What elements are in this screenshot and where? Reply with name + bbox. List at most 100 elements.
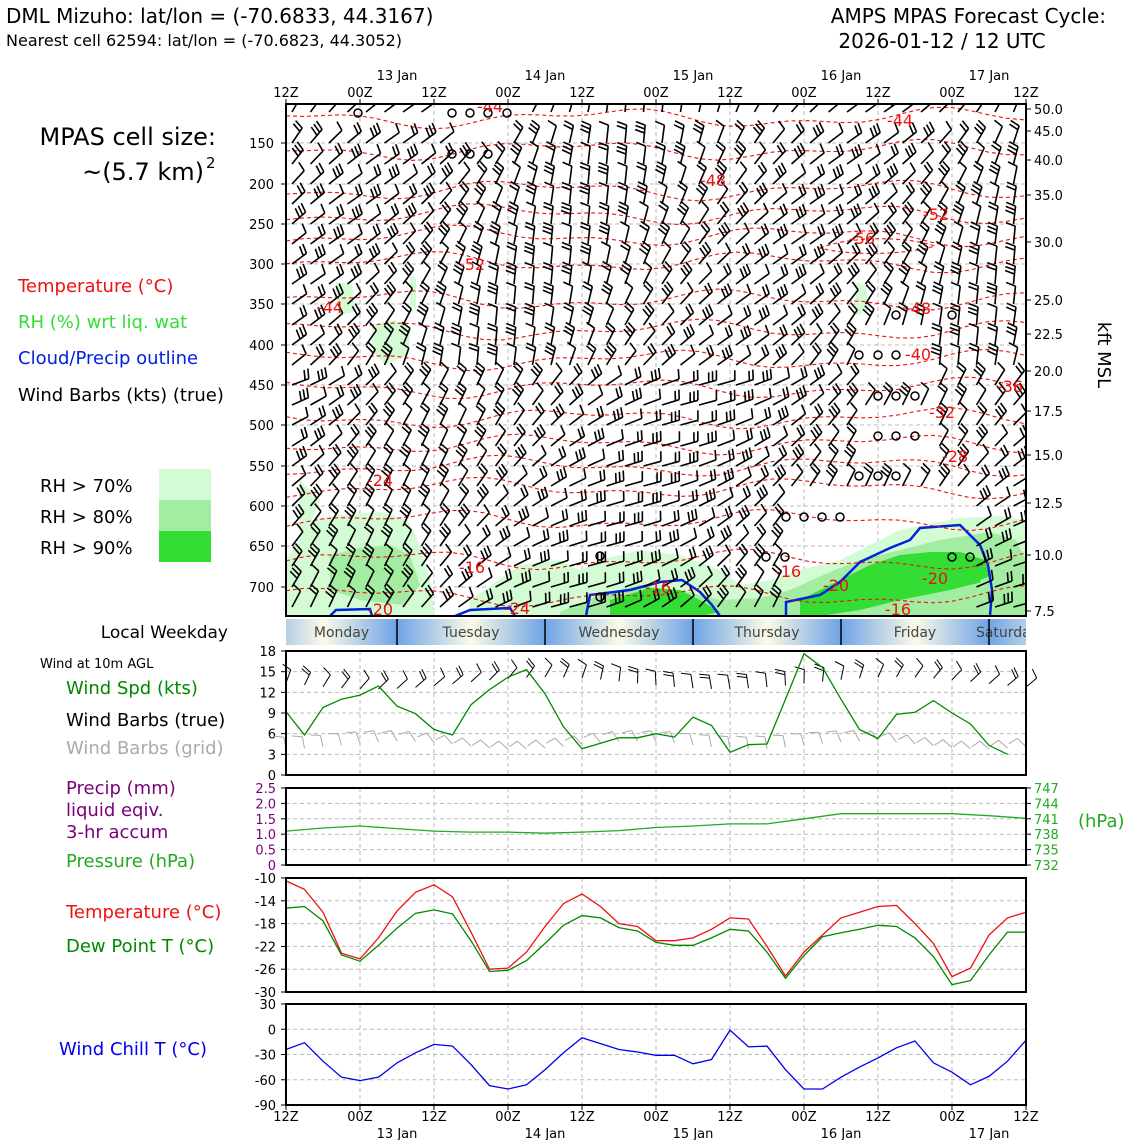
- wind-barb: [366, 123, 380, 143]
- wind-barb: [662, 390, 679, 405]
- wind-barb: [620, 261, 631, 284]
- barb-flag: [556, 407, 561, 416]
- wind-barb: [681, 509, 697, 526]
- barb-flag: [763, 287, 766, 296]
- barb-staff: [940, 430, 949, 446]
- wind-barb: [366, 364, 379, 385]
- wind-barb: [385, 383, 396, 405]
- wind-barb: [903, 92, 917, 112]
- wind-barb: [718, 409, 735, 425]
- barb-flag: [998, 362, 1005, 369]
- barb-flag: [305, 427, 308, 437]
- wind-barb: [995, 445, 1008, 466]
- wind-barb: [755, 284, 770, 304]
- barb-staff: [477, 188, 486, 204]
- barb-staff: [736, 169, 747, 184]
- barb-flag: [394, 223, 398, 232]
- barb-staff: [651, 731, 656, 742]
- barb-flag: [370, 248, 374, 257]
- barb-flag: [538, 491, 541, 501]
- barb-staff: [940, 130, 952, 143]
- barb-flag: [582, 121, 591, 125]
- wind-barb: [514, 444, 526, 466]
- barb-flag: [637, 166, 646, 170]
- wind-barb: [829, 224, 843, 244]
- date-label-top: 17 Jan: [969, 69, 1010, 84]
- barb-flag: [989, 592, 990, 602]
- wind-barb: [989, 162, 1000, 184]
- barb-flag: [545, 162, 554, 166]
- barb-flag: [764, 466, 768, 475]
- wind-barb: [644, 431, 661, 446]
- grid-wind-barb: [680, 734, 693, 746]
- barb-staff: [459, 189, 469, 204]
- wind-barb: [829, 403, 840, 425]
- wind-barb: [329, 122, 342, 143]
- barb-flag: [405, 402, 412, 409]
- barb-flag: [373, 246, 377, 255]
- wind-barb: [637, 182, 648, 204]
- barb-staff: [607, 125, 609, 143]
- barb-flag: [1007, 149, 1016, 154]
- barb-flag: [674, 90, 683, 94]
- barb-flag: [601, 242, 610, 247]
- barb-flag: [500, 531, 504, 540]
- barb-flag: [548, 93, 556, 99]
- barb-flag: [819, 122, 823, 131]
- barb-flag: [660, 530, 661, 540]
- wind-barb: [699, 242, 711, 264]
- barb-flag: [876, 164, 880, 173]
- wind-barb: [311, 406, 326, 425]
- wind-barb: [940, 362, 948, 385]
- date-label-top: 14 Jan: [525, 69, 566, 84]
- barb-flag: [639, 367, 641, 377]
- wind-barb: [810, 283, 824, 304]
- wind-barb: [827, 342, 838, 365]
- barb-flag: [729, 325, 733, 334]
- barb-flag: [765, 244, 769, 253]
- contour-label: -56: [849, 229, 875, 248]
- barb-staff: [514, 286, 516, 304]
- barb-staff: [570, 499, 587, 506]
- barb-flag: [295, 208, 299, 217]
- wind-barb: [755, 427, 771, 446]
- barb-flag: [355, 146, 359, 155]
- barb-flag: [355, 246, 359, 255]
- wind-barb: [995, 466, 1009, 486]
- wind-barb: [625, 451, 642, 466]
- barb-flag: [547, 97, 555, 103]
- time-tick-label-top: 12Z: [273, 86, 299, 101]
- precip-label-2: liquid eqiv.: [66, 800, 163, 821]
- barb-staff: [884, 308, 891, 325]
- wind-barb: [755, 466, 769, 487]
- barb-flag: [635, 369, 637, 379]
- barb-staff: [440, 210, 451, 225]
- wind-barb: [508, 222, 517, 244]
- barb-flag: [562, 247, 571, 251]
- wind-barb: [496, 362, 504, 385]
- barb-flag: [564, 307, 573, 312]
- barb-staff: [496, 327, 498, 345]
- barb-flag: [773, 735, 783, 736]
- wind-barb: [402, 382, 413, 405]
- barb-staff: [921, 131, 934, 143]
- wind-barb: [477, 484, 488, 506]
- barb-flag: [354, 125, 358, 134]
- barb-flag: [819, 283, 823, 292]
- barb-flag: [544, 170, 553, 174]
- wind-barb: [969, 324, 978, 345]
- wind-barb: [607, 407, 623, 425]
- barb-flag: [851, 209, 855, 218]
- barb-flag: [725, 509, 729, 518]
- barb-staff: [305, 672, 311, 685]
- barb-flag: [987, 267, 996, 270]
- barb-staff: [1014, 348, 1018, 366]
- barb-flag: [621, 407, 623, 417]
- barb-staff: [551, 186, 554, 204]
- barb-staff: [607, 375, 622, 385]
- barb-flag: [452, 323, 461, 327]
- y-tick-label: 12: [259, 686, 276, 701]
- barb-flag: [617, 126, 626, 129]
- barb-flag: [799, 266, 803, 275]
- wind-barb: [533, 383, 544, 405]
